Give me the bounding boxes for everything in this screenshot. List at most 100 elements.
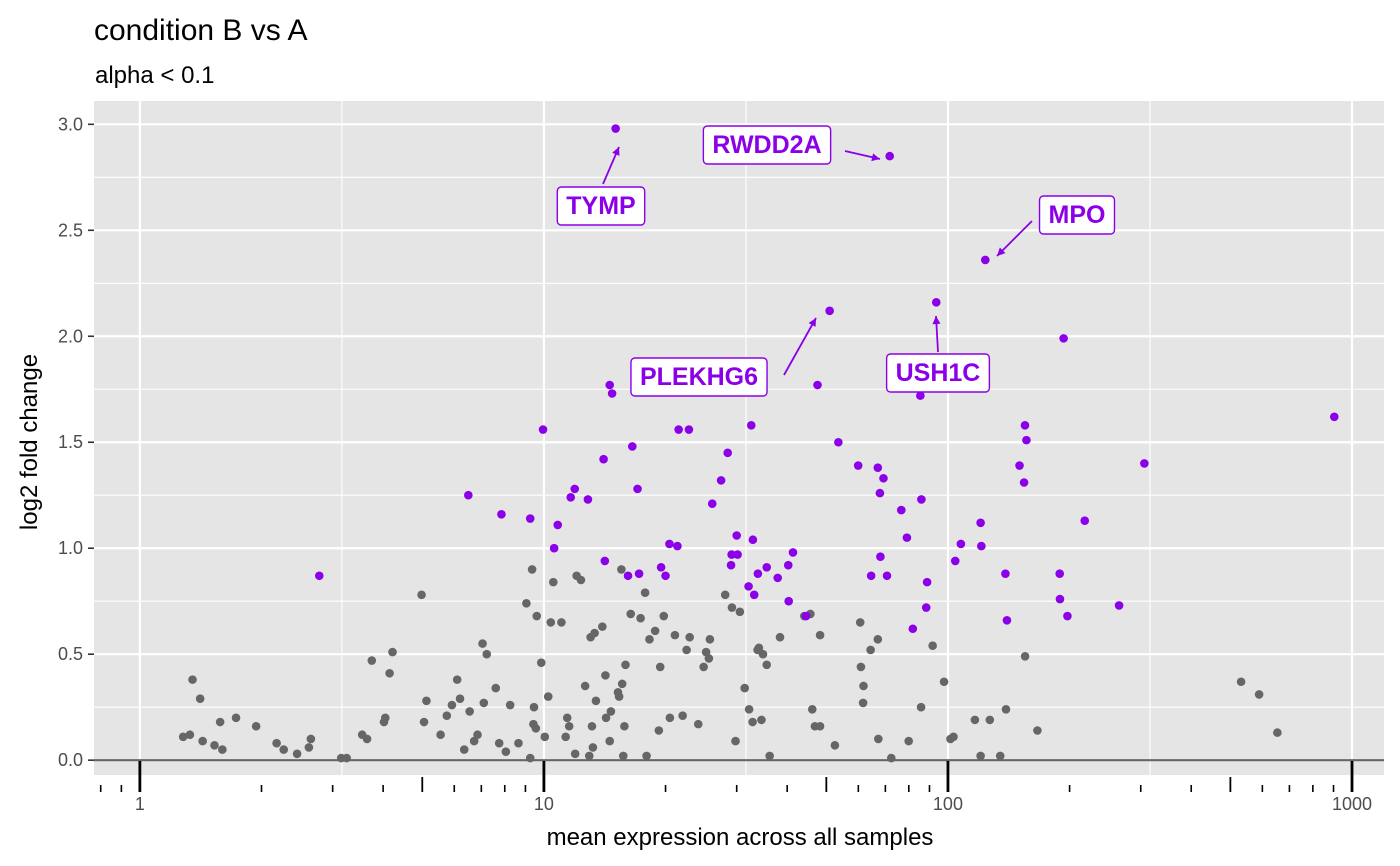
data-point [670,630,680,640]
data-point [749,590,759,600]
data-point [522,599,531,608]
data-point [272,738,281,748]
data-point [665,713,675,723]
label-box [556,186,646,226]
points-significant [314,124,1339,634]
data-point [464,490,473,500]
data-point [601,713,611,723]
data-point [704,654,714,663]
data-point [762,562,772,572]
data-point [699,662,708,672]
data-point [656,562,666,572]
data-point [1329,412,1339,422]
data-point [564,721,574,731]
y-tick-label: 2.5 [58,220,83,240]
data-point [916,702,926,712]
data-point [531,724,541,733]
data-point [557,618,566,627]
data-point [588,743,598,752]
data-point [591,696,601,706]
data-point [385,668,394,678]
data-point [775,632,785,642]
points-not-significant [178,565,1282,763]
data-point [491,683,501,693]
data-point [636,613,645,623]
x-log-ticks [99,761,1354,792]
label-box [885,353,991,393]
data-point [876,552,885,561]
label-connector [783,317,817,376]
data-point [753,569,763,578]
data-point [562,713,572,723]
data-point [614,692,624,701]
data-point [473,730,482,740]
data-point [921,603,931,612]
data-point [1114,601,1124,610]
data-point [633,484,642,494]
data-point [746,420,756,430]
data-point [856,662,866,672]
data-point [754,643,764,653]
x-axis-title: mean expression across all samples [547,824,934,851]
label-arrowhead [871,153,880,162]
data-point [1273,728,1282,737]
label-text: USH1C [896,359,981,387]
data-point [525,514,535,523]
data-point [1055,594,1065,604]
data-point [540,732,550,742]
data-point [576,575,586,585]
y-tick-label: 0.0 [58,750,83,770]
label-box [1038,195,1116,235]
data-point [727,550,736,559]
data-point [783,560,793,570]
data-point [815,721,825,731]
data-point [825,306,834,316]
data-point [1140,459,1149,468]
data-point [292,749,302,759]
gene-label-mpo: MPO [996,195,1116,257]
data-point [665,539,674,549]
x-tick-label: 10 [534,794,554,814]
label-text: TYMP [566,192,635,220]
data-point [447,700,457,710]
data-point [367,656,377,665]
data-point [566,493,576,502]
data-point [733,550,742,559]
data-point [525,753,535,763]
data-point [659,611,669,621]
data-point [762,660,772,670]
data-point [654,726,664,735]
data-point [853,461,863,470]
data-point [916,391,925,400]
data-point [950,556,960,566]
data-point [723,448,732,458]
y-tick-label: 1.5 [58,432,83,452]
data-point [469,736,479,746]
data-point [855,618,865,627]
data-point [501,747,511,756]
data-point [583,495,593,504]
data-point [459,745,469,754]
data-point [606,707,616,716]
data-point [985,715,995,725]
data-point [279,745,289,754]
data-point [465,707,474,716]
data-point [917,495,926,504]
y-axis: 0.0 0.5 1.0 1.5 2.0 2.5 3.0 [58,114,94,770]
data-point [928,641,937,651]
data-point [1001,704,1011,714]
y-axis-title: log2 fold change [16,354,43,530]
data-point [859,681,868,691]
data-point [744,582,753,591]
data-point [529,702,539,712]
data-point [874,734,883,744]
data-point [598,622,607,631]
data-point [419,717,429,727]
data-point [684,425,694,434]
data-point [251,721,261,731]
data-point [620,721,629,731]
data-point [904,736,913,746]
data-point [553,520,563,530]
chart-subtitle: alpha < 0.1 [95,62,214,89]
data-point [1020,420,1030,430]
